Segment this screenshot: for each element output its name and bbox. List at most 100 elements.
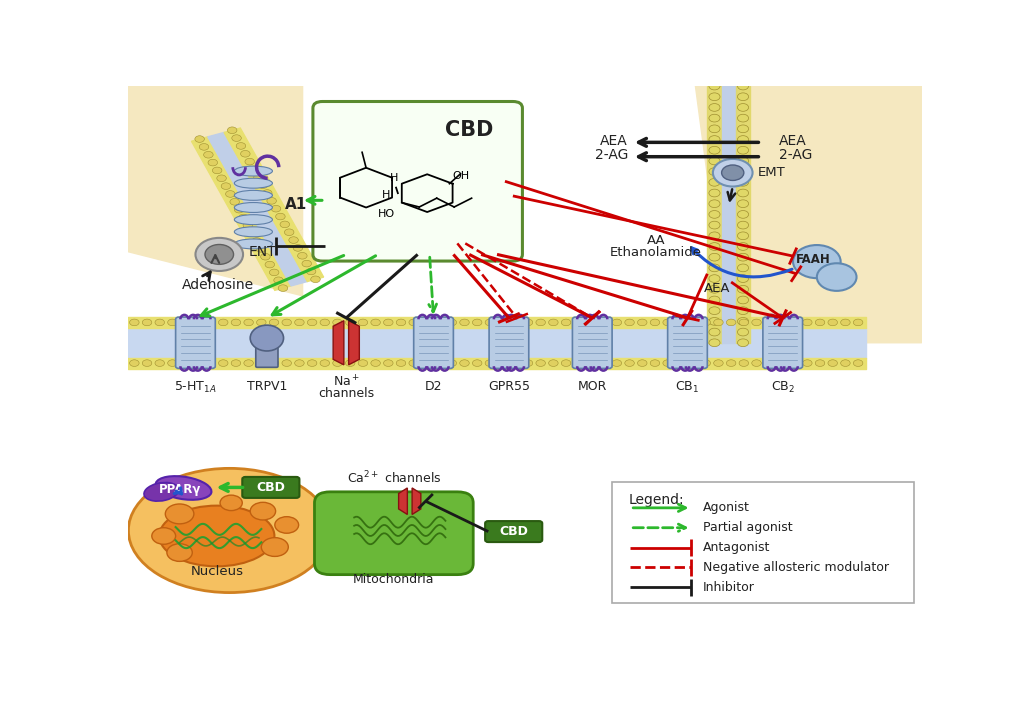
Circle shape bbox=[422, 360, 431, 366]
Text: CB$_2$: CB$_2$ bbox=[771, 380, 795, 395]
Circle shape bbox=[599, 360, 609, 366]
Polygon shape bbox=[412, 488, 421, 515]
Circle shape bbox=[574, 360, 584, 366]
Polygon shape bbox=[128, 86, 303, 296]
Circle shape bbox=[345, 360, 355, 366]
Circle shape bbox=[358, 319, 368, 326]
Circle shape bbox=[688, 360, 697, 366]
Circle shape bbox=[737, 285, 749, 293]
Circle shape bbox=[217, 175, 226, 181]
Circle shape bbox=[853, 319, 863, 326]
Circle shape bbox=[258, 182, 267, 189]
FancyBboxPatch shape bbox=[414, 317, 454, 369]
Ellipse shape bbox=[156, 476, 211, 500]
Circle shape bbox=[168, 360, 177, 366]
Circle shape bbox=[790, 360, 800, 366]
Circle shape bbox=[447, 319, 457, 326]
Circle shape bbox=[267, 198, 276, 204]
Circle shape bbox=[227, 127, 237, 133]
Text: AEA: AEA bbox=[778, 133, 807, 148]
Polygon shape bbox=[333, 320, 344, 365]
Circle shape bbox=[165, 504, 194, 524]
Circle shape bbox=[409, 360, 419, 366]
Circle shape bbox=[230, 199, 240, 205]
Circle shape bbox=[709, 82, 720, 90]
Circle shape bbox=[498, 319, 507, 326]
Text: H: H bbox=[382, 190, 390, 200]
Circle shape bbox=[345, 319, 355, 326]
Ellipse shape bbox=[128, 468, 331, 592]
Circle shape bbox=[289, 237, 298, 243]
Circle shape bbox=[841, 360, 850, 366]
Circle shape bbox=[275, 213, 285, 220]
Circle shape bbox=[371, 360, 380, 366]
Circle shape bbox=[709, 146, 720, 154]
Circle shape bbox=[709, 253, 720, 261]
Circle shape bbox=[243, 222, 253, 229]
Text: 5-HT$_{1A}$: 5-HT$_{1A}$ bbox=[174, 380, 217, 395]
Circle shape bbox=[709, 307, 720, 315]
Circle shape bbox=[737, 328, 749, 336]
Text: Negative allosteric modulator: Negative allosteric modulator bbox=[702, 561, 889, 574]
Circle shape bbox=[709, 242, 720, 250]
Circle shape bbox=[737, 222, 749, 229]
Circle shape bbox=[737, 275, 749, 282]
Circle shape bbox=[709, 136, 720, 143]
Text: 2-AG: 2-AG bbox=[778, 148, 812, 162]
Circle shape bbox=[273, 277, 284, 284]
Circle shape bbox=[234, 206, 244, 213]
Circle shape bbox=[765, 360, 774, 366]
Ellipse shape bbox=[234, 191, 272, 200]
Circle shape bbox=[225, 191, 236, 197]
Circle shape bbox=[709, 296, 720, 304]
Polygon shape bbox=[708, 86, 722, 343]
Circle shape bbox=[709, 157, 720, 165]
Circle shape bbox=[722, 165, 743, 181]
Circle shape bbox=[200, 143, 209, 150]
Circle shape bbox=[663, 360, 673, 366]
Circle shape bbox=[574, 319, 584, 326]
Circle shape bbox=[460, 360, 469, 366]
Circle shape bbox=[155, 319, 165, 326]
Circle shape bbox=[709, 285, 720, 293]
Circle shape bbox=[709, 232, 720, 239]
Circle shape bbox=[737, 157, 749, 165]
Circle shape bbox=[472, 319, 482, 326]
Circle shape bbox=[511, 360, 520, 366]
FancyBboxPatch shape bbox=[243, 477, 299, 498]
Circle shape bbox=[549, 319, 558, 326]
Circle shape bbox=[333, 360, 342, 366]
Circle shape bbox=[737, 125, 749, 133]
Circle shape bbox=[212, 167, 222, 174]
Circle shape bbox=[204, 151, 213, 158]
Circle shape bbox=[713, 159, 753, 186]
Text: CBD: CBD bbox=[256, 481, 286, 494]
Circle shape bbox=[638, 319, 647, 326]
Circle shape bbox=[828, 319, 838, 326]
Circle shape bbox=[777, 319, 786, 326]
Circle shape bbox=[371, 319, 380, 326]
FancyBboxPatch shape bbox=[668, 317, 708, 369]
Circle shape bbox=[241, 151, 250, 157]
Circle shape bbox=[709, 339, 720, 346]
Circle shape bbox=[709, 168, 720, 176]
Text: H: H bbox=[390, 174, 398, 184]
Circle shape bbox=[485, 360, 495, 366]
Circle shape bbox=[737, 264, 749, 272]
Circle shape bbox=[523, 360, 532, 366]
Ellipse shape bbox=[250, 326, 284, 351]
Circle shape bbox=[167, 543, 193, 561]
Ellipse shape bbox=[234, 202, 272, 212]
Text: Legend:: Legend: bbox=[629, 493, 684, 507]
Circle shape bbox=[168, 319, 177, 326]
Polygon shape bbox=[722, 86, 736, 343]
Circle shape bbox=[709, 318, 720, 326]
Ellipse shape bbox=[160, 505, 274, 566]
Circle shape bbox=[195, 136, 205, 143]
Circle shape bbox=[220, 495, 243, 511]
Circle shape bbox=[498, 360, 507, 366]
Circle shape bbox=[460, 319, 469, 326]
Circle shape bbox=[310, 276, 321, 282]
Circle shape bbox=[384, 319, 393, 326]
Circle shape bbox=[777, 360, 786, 366]
